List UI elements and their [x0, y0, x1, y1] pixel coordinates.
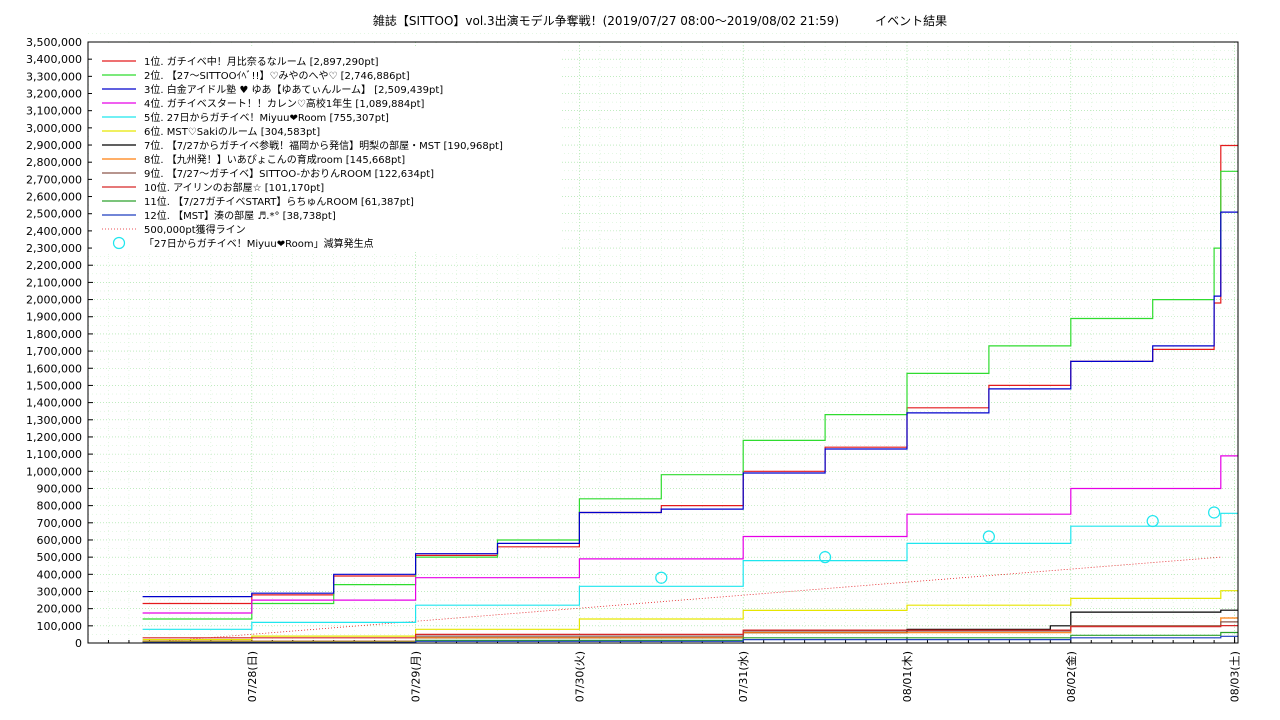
legend-label-9: 9位. 【7/27〜ガチイベ】SITTOO-かおりんROOM [122,634p…	[144, 167, 434, 180]
legend-swatch-marker	[112, 236, 126, 250]
y-tick-label: 2,100,000	[26, 276, 82, 289]
series-line-10	[142, 625, 1238, 639]
legend: 1位. ガチイベ中！月比奈るなルーム [2,897,290pt]2位. 【27〜…	[92, 46, 562, 252]
y-tick-label: 1,700,000	[26, 345, 82, 358]
y-tick-label: 3,400,000	[26, 53, 82, 66]
y-tick-label: 1,100,000	[26, 448, 82, 461]
y-tick-label: 2,700,000	[26, 173, 82, 186]
y-tick-label: 100,000	[37, 620, 83, 633]
series-line-12	[142, 635, 1238, 644]
chart-title: 雑誌【SITTOO】vol.3出演モデル争奪戦！(2019/07/27 08:0…	[373, 13, 947, 28]
series-group	[142, 144, 1238, 644]
series-line-3	[142, 211, 1238, 598]
y-tick-label: 2,000,000	[26, 294, 82, 307]
marker-group	[655, 506, 1221, 584]
y-tick-label: 2,300,000	[26, 242, 82, 255]
y-tick-label: 500,000	[37, 551, 83, 564]
x-tick-label: 07/30(火)	[573, 651, 586, 702]
y-tick-label: 800,000	[37, 500, 83, 513]
legend-label-12: 12位. 【MST】湊の部屋 ♬.*° [38,738pt]	[144, 209, 336, 222]
x-tick-label: 07/28(日)	[246, 651, 259, 702]
legend-label-reference: 500,000pt獲得ライン	[144, 223, 246, 236]
y-tick-label: 1,300,000	[26, 414, 82, 427]
legend-label-6: 6位. MST♡Sakiのルーム [304,583pt]	[144, 125, 320, 138]
marker-point	[1208, 506, 1221, 519]
y-tick-label: 1,500,000	[26, 379, 82, 392]
legend-label-1: 1位. ガチイベ中！月比奈るなルーム [2,897,290pt]	[144, 55, 379, 68]
y-tick-label: 900,000	[37, 482, 83, 495]
y-tick-label: 2,500,000	[26, 208, 82, 221]
y-tick-label: 2,400,000	[26, 225, 82, 238]
y-tick-label: 3,200,000	[26, 88, 82, 101]
y-tick-label: 1,000,000	[26, 465, 82, 478]
legend-label-2: 2位. 【27〜SITTOOｲﾍﾞ!!】♡みやのへや♡ [2,746,886pt…	[144, 69, 410, 82]
series-line-9	[142, 621, 1238, 643]
y-tick-label: 2,600,000	[26, 191, 82, 204]
legend-background	[92, 46, 562, 252]
legend-label-10: 10位. アイリンのお部屋☆ [101,170pt]	[144, 181, 324, 194]
y-tick-label: 2,900,000	[26, 139, 82, 152]
y-tick-label: 2,200,000	[26, 259, 82, 272]
y-tick-label: 3,500,000	[26, 36, 82, 49]
y-tick-label: 300,000	[37, 585, 83, 598]
marker-point	[1146, 514, 1159, 528]
y-tick-label: 400,000	[37, 568, 83, 581]
y-tick-label: 600,000	[37, 534, 83, 547]
legend-label-7: 7位. 【7/27からガチイベ参戦！福岡から発信】明梨の部屋・MST [190,…	[144, 139, 503, 152]
y-tick-label: 700,000	[37, 517, 83, 530]
series-line-6	[142, 590, 1238, 641]
x-tick-label: 07/31(水)	[737, 651, 750, 702]
y-tick-label: 1,800,000	[26, 328, 82, 341]
y-tick-label: 3,300,000	[26, 70, 82, 83]
y-tick-label: 3,100,000	[26, 105, 82, 118]
x-tick-label: 08/03(土)	[1229, 651, 1242, 702]
x-tick-label: 07/29(月)	[410, 651, 423, 702]
x-tick-label: 08/02(金)	[1064, 651, 1078, 702]
legend-label-8: 8位. 【九州発！】いあぴょこんの育成room [145,668pt]	[144, 153, 405, 166]
series-line-1	[142, 144, 1238, 605]
y-tick-label: 0	[75, 637, 82, 650]
y-tick-label: 2,800,000	[26, 156, 82, 169]
y-tick-label: 3,000,000	[26, 122, 82, 135]
legend-label-11: 11位. 【7/27ガチイベSTART】らちゅんROOM [61,387pt]	[144, 195, 414, 208]
legend-label-4: 4位. ガチイベスタート！！カレン♡高校1年生 [1,089,884pt]	[144, 97, 424, 110]
marker-point	[655, 571, 668, 584]
y-tick-label: 200,000	[37, 603, 83, 616]
legend-label-5: 5位. 27日からガチイベ！Miyuu❤Room [755,307pt]	[144, 111, 389, 124]
reference-line	[142, 556, 1221, 644]
marker-point	[818, 551, 832, 564]
marker-point	[982, 530, 995, 543]
reference-line-500000	[142, 556, 1221, 644]
x-tick-label: 08/01(木)	[901, 651, 914, 702]
y-tick-label: 1,600,000	[26, 362, 82, 375]
plot-frame	[87, 41, 1239, 644]
legend-label-marker: 「27日からガチイベ！Miyuu❤Room」減算発生点	[144, 237, 374, 250]
legend-label-3: 3位. 白金アイドル塾 ♥ ゆあ【ゆあてぃんルーム】 [2,509,439pt]	[144, 83, 443, 96]
y-tick-label: 1,200,000	[26, 431, 82, 444]
y-tick-label: 1,400,000	[26, 397, 82, 410]
series-line-5	[142, 512, 1238, 630]
y-tick-label: 1,900,000	[26, 311, 82, 324]
series-line-4	[142, 455, 1238, 614]
series-line-2	[142, 170, 1238, 620]
